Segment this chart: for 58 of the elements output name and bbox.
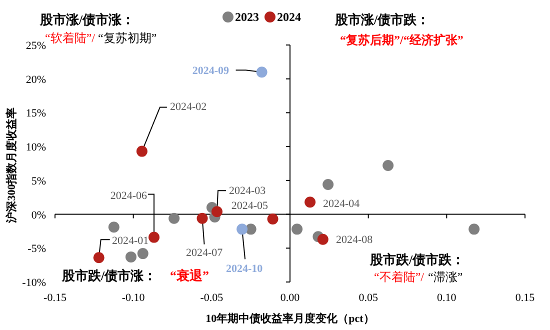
annotation: 2024-07	[186, 247, 224, 259]
y-tick-label: 15%	[26, 108, 46, 120]
point	[317, 234, 328, 245]
y-tick-label: 25%	[26, 40, 46, 52]
y-axis-title: 沪深300指数月度收益率	[5, 107, 18, 224]
point	[148, 232, 160, 243]
annotation: 2024-09	[192, 65, 230, 77]
legend-label: 2024	[277, 10, 301, 24]
y-tick-label: -5%	[28, 243, 46, 256]
annotation: 2024-08	[336, 234, 374, 246]
annotation: 2024-05	[231, 200, 268, 212]
annotation: “衰退”	[170, 268, 209, 283]
point	[93, 252, 104, 264]
x-tick-label: 0.00	[280, 292, 300, 304]
point	[256, 66, 268, 78]
y-tick-label: 20%	[26, 74, 46, 86]
annotation: 2024-01	[112, 235, 149, 247]
point	[108, 222, 120, 233]
annotation: “软着陆”/	[45, 31, 96, 45]
annotation: 2024-10	[226, 263, 264, 275]
annotation: 2024-06	[110, 190, 148, 202]
point	[382, 160, 394, 172]
annotation: 2024-02	[170, 101, 207, 113]
point	[468, 224, 480, 235]
point	[267, 214, 278, 225]
x-axis-title: 10年期中债收益率月度变化（pct）	[206, 312, 374, 325]
point	[137, 248, 148, 260]
y-tick-label: 10%	[26, 142, 46, 154]
x-tick-label: 0.05	[358, 292, 378, 304]
point	[136, 146, 148, 157]
x-tick-label: 0.15	[515, 292, 536, 304]
annotation: 2024-03	[229, 185, 266, 197]
point	[125, 251, 136, 262]
x-tick-label: -0.05	[200, 292, 224, 304]
point	[322, 178, 334, 190]
annotation: 2024-04	[323, 198, 360, 210]
point	[211, 206, 222, 218]
x-tick-label: -0.10	[122, 292, 146, 304]
point	[236, 224, 248, 235]
annotation: “不着陆”/	[374, 270, 425, 284]
legend-label: 2023	[235, 10, 259, 24]
annotation: “滞涨”	[428, 270, 463, 284]
point	[196, 212, 208, 224]
y-tick-label: 0%	[31, 209, 46, 222]
annotation: “复苏后期”/“经济扩张”	[340, 33, 464, 47]
point	[245, 224, 256, 235]
text: 股市涨/债市跌：	[334, 12, 430, 27]
y-tick-label: 5%	[31, 175, 46, 188]
text: 股市涨/债市涨：	[39, 12, 135, 27]
point	[168, 212, 180, 224]
annotation: 股市跌/债市涨：	[61, 268, 157, 283]
point	[292, 224, 303, 235]
point	[304, 196, 316, 208]
annotation: 股市跌/债市跌：	[369, 252, 465, 267]
annotation: “复苏初期”	[98, 31, 157, 45]
y-tick-label: -10%	[22, 277, 46, 289]
x-tick-label: 0.10	[437, 292, 457, 304]
x-tick-label: -0.15	[44, 292, 67, 304]
